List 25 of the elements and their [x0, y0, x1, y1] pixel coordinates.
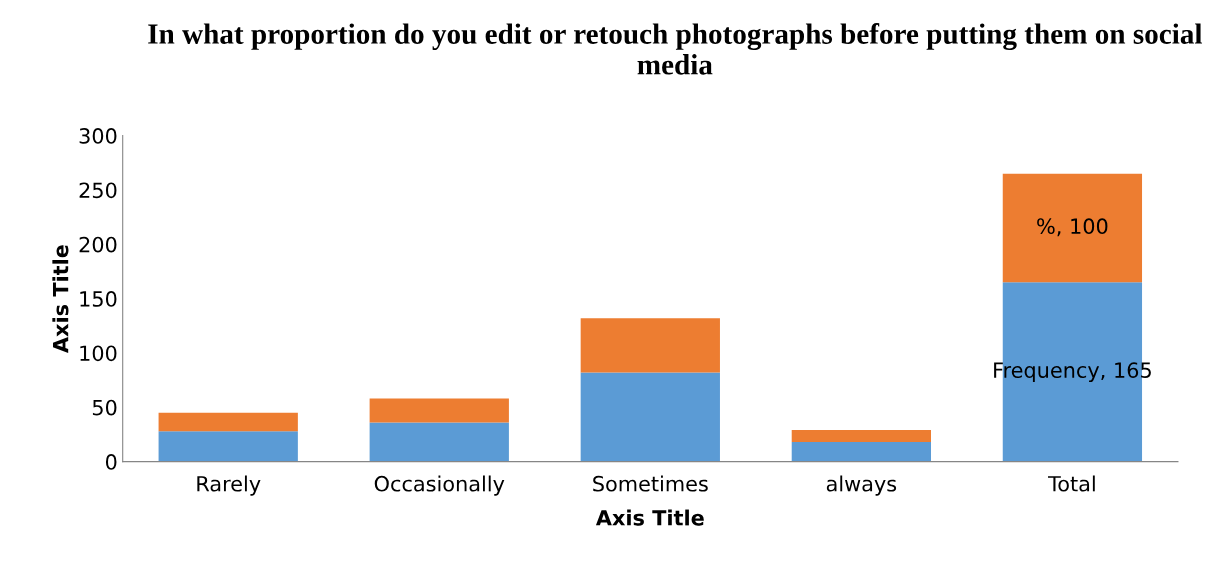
- y-tick-label: 100: [80, 345, 117, 362]
- bar: [791, 442, 931, 462]
- x-tick-label: Total: [1048, 475, 1095, 492]
- bar: [580, 372, 720, 462]
- bar: [791, 430, 931, 443]
- y-tick-label: 0: [105, 454, 117, 470]
- x-tick-label: Occasionally: [374, 475, 505, 496]
- x-tick-label: Sometimes: [593, 475, 708, 492]
- y-tick-label: 250: [79, 182, 117, 199]
- bar: [369, 422, 509, 462]
- bar: [580, 318, 720, 373]
- y-tick-label: 300: [79, 128, 117, 144]
- y-tick-label: 150: [80, 291, 117, 307]
- bar: [1002, 173, 1143, 283]
- x-axis-title: Axis Title: [595, 509, 704, 526]
- y-axis-title: Axis Title: [52, 245, 69, 353]
- chart-title: In what proportion do you edit or retouch photographs before putting them on social media: [148, 23, 1203, 75]
- y-tick-label: 50: [92, 399, 117, 416]
- x-tick-label: Rarely: [197, 475, 261, 496]
- bar: [158, 412, 298, 432]
- x-tick-label: always: [826, 475, 897, 496]
- bar: [369, 398, 509, 423]
- data-label: %, 100: [1037, 218, 1108, 237]
- y-tick-label: 200: [79, 236, 117, 253]
- bar: [158, 431, 298, 462]
